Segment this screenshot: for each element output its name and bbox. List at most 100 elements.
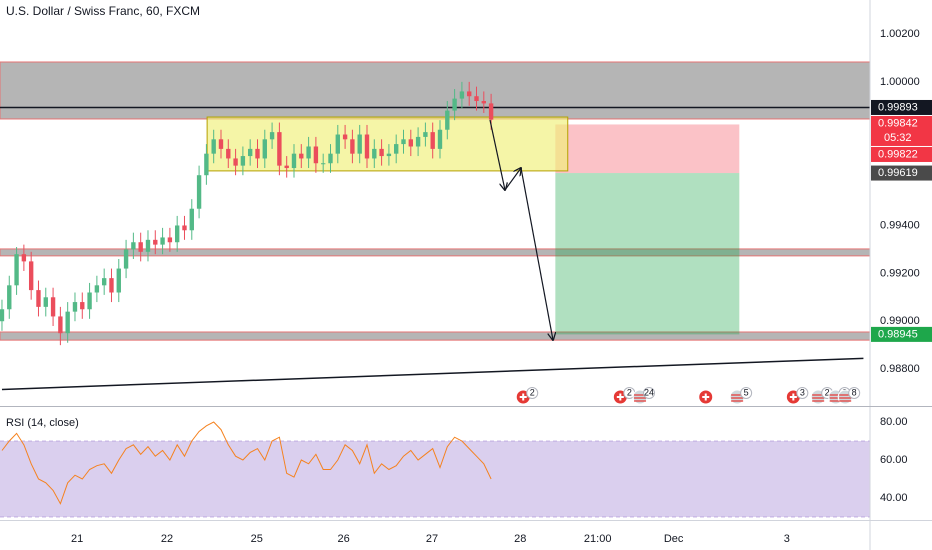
candle-body [87, 292, 92, 310]
x-tick-label: 28 [514, 533, 526, 545]
candle-body [291, 153, 297, 169]
candle-body [481, 101, 486, 104]
candle-body [0, 309, 5, 322]
target-zone [555, 173, 740, 335]
candle-body [401, 139, 406, 145]
rsi-band [0, 441, 870, 517]
candle-body [262, 139, 267, 159]
candle-body [357, 134, 362, 154]
candle-body [226, 148, 231, 159]
candle-body [218, 139, 224, 149]
candle-body [459, 91, 465, 99]
arrow [520, 167, 553, 340]
event-count: 8 [852, 387, 857, 397]
x-tick-label: 22 [161, 533, 173, 545]
arrow [489, 119, 505, 190]
candle-body [328, 153, 333, 164]
candle-body [65, 311, 70, 334]
candle-body [138, 242, 143, 252]
candle-body [452, 98, 457, 111]
countdown-label: 05:32 [884, 132, 912, 144]
y-tick-label: 0.99000 [880, 315, 920, 327]
x-tick-label: Dec [664, 533, 684, 545]
candle-body [160, 237, 165, 245]
event-badge [740, 387, 753, 399]
event-count: 5 [744, 387, 749, 397]
candle-body [50, 297, 56, 317]
flag-cross [702, 393, 710, 401]
price-label-box [871, 165, 932, 181]
candle-body [350, 139, 355, 154]
candle-body [28, 261, 34, 291]
y-tick-label: 0.99200 [880, 267, 920, 279]
x-tick-label: 27 [426, 533, 438, 545]
price-label-box [871, 146, 932, 162]
candle-body [58, 316, 63, 334]
candle-body [269, 132, 275, 140]
candle-body [488, 103, 494, 120]
price-label-box [871, 115, 932, 146]
candle-body [204, 153, 209, 176]
price-label: 0.99893 [878, 101, 918, 113]
candle-body [394, 144, 399, 154]
price-pane: 222453228 [0, 61, 870, 405]
event-count: 3 [800, 387, 805, 397]
candle-body [335, 134, 340, 154]
candle-body [437, 129, 443, 149]
candle-body [372, 148, 377, 159]
candle-body [109, 278, 114, 293]
candle-body [233, 158, 238, 166]
candle-body [145, 239, 151, 252]
price-label-box [871, 326, 932, 342]
candle-body [467, 91, 472, 97]
candle-body [7, 285, 12, 310]
y-tick-label: 1.00200 [880, 28, 920, 40]
candle-body [299, 153, 304, 159]
event-badge [796, 387, 809, 399]
candle-body [94, 285, 100, 293]
candle-body [174, 225, 180, 243]
candle-body [182, 225, 187, 231]
candle-body [379, 148, 384, 157]
price-label: 0.99822 [878, 148, 918, 160]
y-tick-label: 1.00000 [880, 76, 920, 88]
candle-body [153, 239, 158, 245]
rsi-tick-label: 80.00 [880, 416, 908, 428]
zone [0, 331, 870, 341]
candle-body [415, 136, 421, 147]
flag-cross [616, 393, 624, 401]
candle-body [342, 134, 348, 140]
candle-body [255, 148, 260, 159]
candle-body [313, 146, 319, 164]
drawing-arrows [489, 119, 553, 340]
event-badge [643, 387, 656, 399]
x-tick-label: 21:00 [584, 533, 612, 545]
chart-title: U.S. Dollar / Swiss Franc, 60, FXCM [6, 4, 200, 18]
candle-body [445, 110, 450, 130]
candle-body [474, 96, 479, 102]
axes: 80.00 60.00 40.00 1.00200 1.00000 0.99400 0.99… [71, 28, 932, 545]
candle-body [277, 132, 282, 166]
rsi-line [1, 421, 492, 505]
candle-body [386, 153, 392, 157]
x-tick-label: 26 [338, 533, 350, 545]
price-label: 0.99842 [878, 117, 918, 129]
candle-body [167, 237, 173, 243]
rsi-title: RSI (14, close) [6, 417, 79, 429]
rsi-tick-label: 40.00 [880, 492, 908, 504]
candle-body [408, 139, 413, 147]
event-badge [848, 387, 861, 399]
y-tick-label: 0.99400 [880, 219, 920, 231]
price-label: 0.99619 [878, 167, 918, 179]
candle-body [284, 165, 289, 169]
rsi-tick-label: 60.00 [880, 454, 908, 466]
candle-body [247, 148, 253, 157]
candle-body [211, 139, 216, 154]
candle-body [36, 290, 41, 307]
zone [0, 248, 870, 257]
candle-body [430, 132, 435, 149]
zone [0, 61, 870, 120]
stop-zone [555, 124, 740, 174]
candle-body [21, 254, 27, 262]
